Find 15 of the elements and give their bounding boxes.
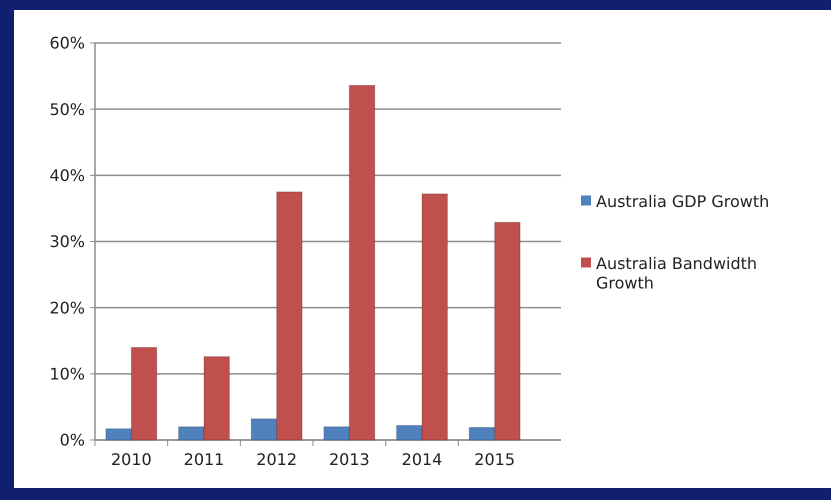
- x-tick-label: 2014: [402, 450, 442, 469]
- legend-label: Australia Bandwidth Growth: [596, 254, 758, 292]
- x-tick-label: 2011: [184, 450, 224, 469]
- x-tick-label: 2010: [110, 450, 152, 469]
- y-tick-label: 0%: [60, 430, 85, 450]
- y-tick-label: 20%: [49, 298, 85, 318]
- y-tick-label: 50%: [49, 100, 85, 119]
- x-tick-label: 2015: [474, 450, 516, 469]
- y-tick-label: 30%: [49, 232, 85, 252]
- y-tick-label: 60%: [49, 34, 85, 53]
- y-tick-label: 40%: [49, 166, 85, 185]
- y-tick-label: 10%: [49, 364, 85, 384]
- x-tick-label: 2012: [256, 450, 298, 469]
- legend-label: Australia GDP Growth: [596, 192, 770, 212]
- x-tick-label: 2013: [328, 450, 370, 469]
